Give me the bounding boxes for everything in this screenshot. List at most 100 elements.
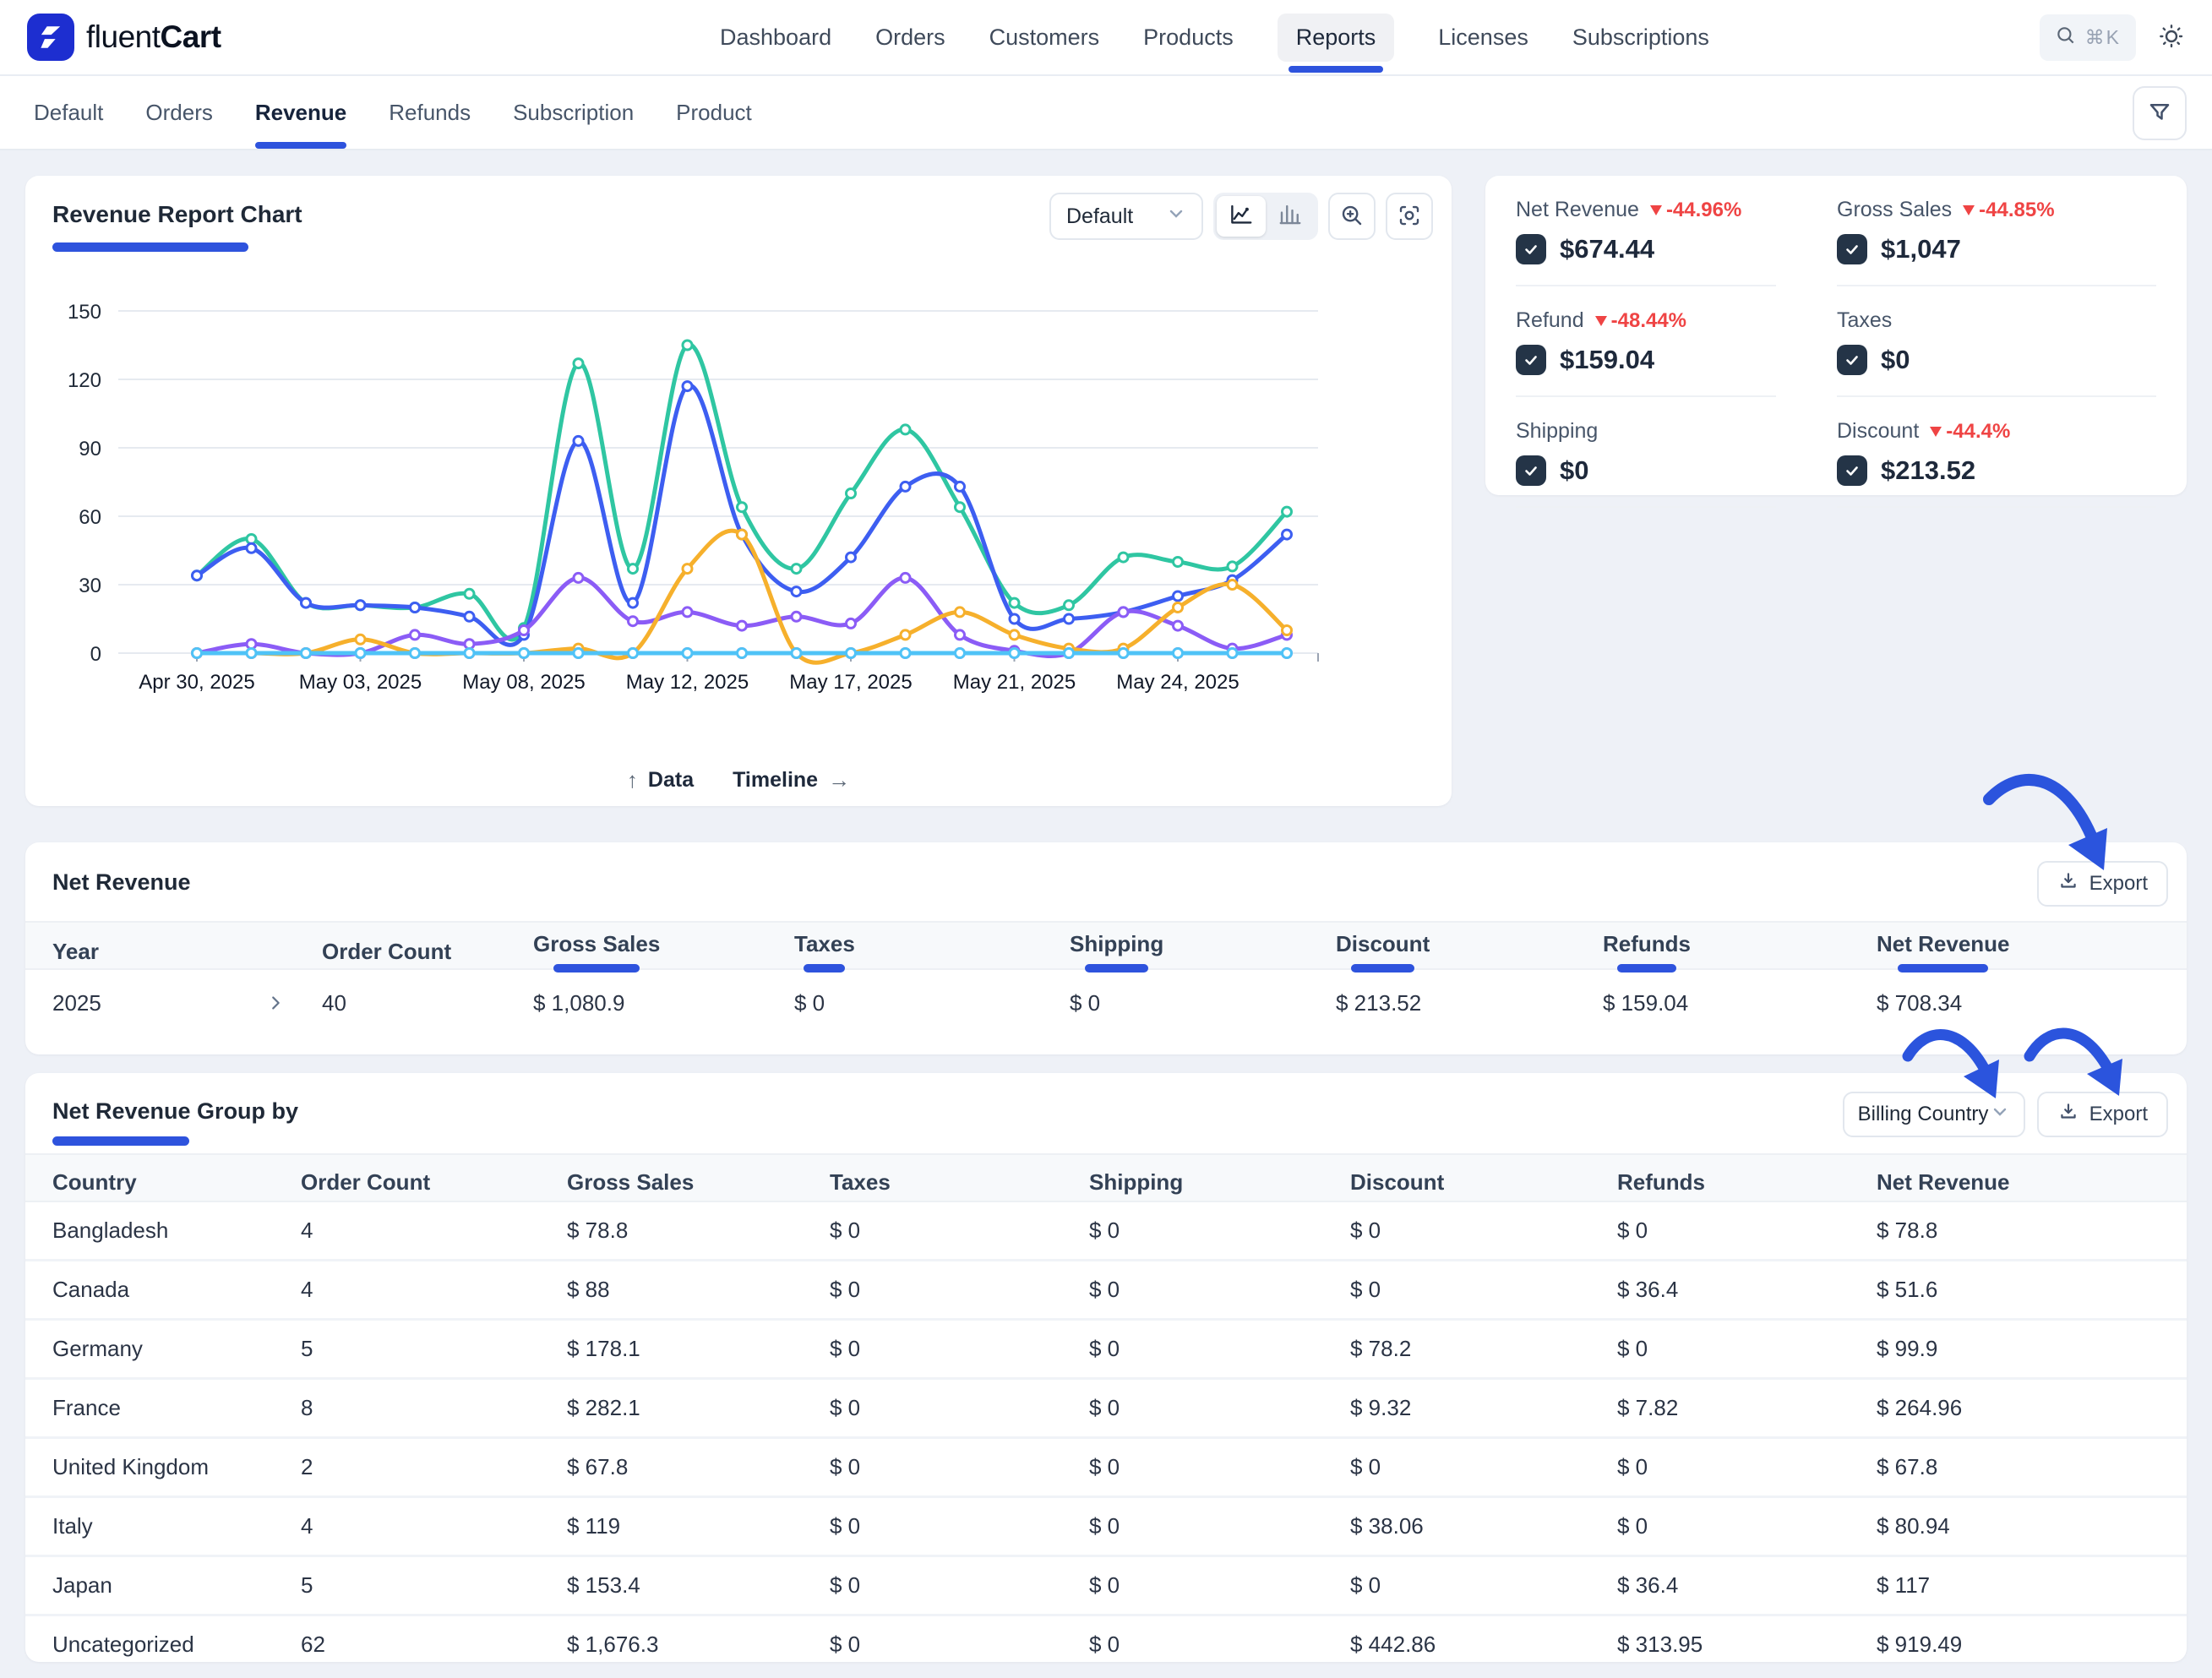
column-header-net-revenue: Net Revenue <box>1877 1161 2160 1196</box>
column-header-shipping: Shipping <box>1070 923 1336 972</box>
nav-item-customers[interactable]: Customers <box>989 14 1100 62</box>
stat-delta: -44.4% <box>1929 420 2010 444</box>
line-chart-toggle[interactable] <box>1217 196 1266 237</box>
tab-refunds[interactable]: Refunds <box>389 76 471 149</box>
bar-chart-toggle[interactable] <box>1266 196 1315 237</box>
cell: 40 <box>322 990 533 1016</box>
cell: $ 9.32 <box>1350 1395 1617 1421</box>
chart-title-underline <box>52 242 248 252</box>
svg-text:30: 30 <box>79 575 101 597</box>
group-export-button[interactable]: Export <box>2037 1092 2168 1137</box>
stat-checkbox-net-revenue[interactable] <box>1516 234 1546 264</box>
stat-checkbox-discount[interactable] <box>1837 455 1867 486</box>
billing-country-select-value: Billing Country <box>1858 1103 1989 1126</box>
cell: $ 78.8 <box>567 1218 830 1244</box>
tab-subscription[interactable]: Subscription <box>513 76 634 149</box>
arrow-up-icon: ↑ <box>627 767 638 793</box>
cell: $ 0 <box>1089 1513 1350 1539</box>
cell: $ 67.8 <box>1877 1454 2160 1480</box>
chart-focus-button[interactable] <box>1386 193 1433 240</box>
theme-toggle-button[interactable] <box>2158 23 2185 52</box>
cell: $ 159.04 <box>1603 990 1877 1016</box>
chart-zoom-button[interactable] <box>1328 193 1376 240</box>
triangle-down-icon <box>1962 204 1975 216</box>
cell: $ 313.95 <box>1617 1632 1877 1658</box>
tab-orders[interactable]: Orders <box>145 76 212 149</box>
billing-country-select[interactable]: Billing Country <box>1843 1092 2025 1137</box>
nav-item-products[interactable]: Products <box>1143 14 1234 62</box>
chart-range-select-value: Default <box>1066 204 1133 229</box>
svg-text:0: 0 <box>90 643 101 666</box>
stat-checkbox-shipping[interactable] <box>1516 455 1546 486</box>
stat-checkbox-gross-sales[interactable] <box>1837 234 1867 264</box>
net-revenue-table-card: Net Revenue Export YearOrder CountGross … <box>25 842 2187 1054</box>
cell: $ 0 <box>830 1395 1089 1421</box>
stat-value: $159.04 <box>1560 345 1654 375</box>
stat-delta: -44.85% <box>1962 199 2054 222</box>
cell: $ 99.9 <box>1877 1336 2160 1362</box>
column-header-discount: Discount <box>1336 923 1603 972</box>
net-revenue-export-button[interactable]: Export <box>2037 861 2168 907</box>
download-icon <box>2057 1101 2079 1129</box>
table-row-canada: Canada4$ 88$ 0$ 0$ 0$ 36.4$ 51.6 <box>25 1261 2187 1321</box>
nav-item-subscriptions[interactable]: Subscriptions <box>1572 14 1709 62</box>
nav-item-reports[interactable]: Reports <box>1278 14 1395 62</box>
svg-text:May 17, 2025: May 17, 2025 <box>789 671 912 694</box>
tab-product[interactable]: Product <box>676 76 752 149</box>
stat-label: Taxes <box>1837 308 1892 333</box>
cell: $ 0 <box>830 1277 1089 1303</box>
cell: $ 0 <box>1350 1572 1617 1599</box>
chart-data-link[interactable]: ↑ Data <box>627 767 694 793</box>
cell: $ 78.8 <box>1877 1218 2160 1244</box>
expand-row-chevron-icon[interactable] <box>266 994 285 1012</box>
svg-text:Apr 30, 2025: Apr 30, 2025 <box>139 671 254 694</box>
cell: $ 0 <box>1089 1277 1350 1303</box>
column-header-taxes: Taxes <box>794 923 1070 972</box>
cell: $ 0 <box>830 1513 1089 1539</box>
column-header-gross-sales: Gross Sales <box>567 1161 830 1196</box>
group-title-underline <box>52 1136 189 1146</box>
cell: $ 0 <box>1089 1395 1350 1421</box>
stat-value: $674.44 <box>1560 234 1654 264</box>
revenue-line-chart[interactable]: 0306090120150Apr 30, 2025May 03, 2025May… <box>42 286 1436 725</box>
stat-checkbox-refund[interactable] <box>1516 345 1546 375</box>
nav-item-dashboard[interactable]: Dashboard <box>720 14 831 62</box>
cell: $ 51.6 <box>1877 1277 2160 1303</box>
cell: Japan <box>52 1572 301 1599</box>
svg-text:May 08, 2025: May 08, 2025 <box>462 671 585 694</box>
nav-item-orders[interactable]: Orders <box>875 14 945 62</box>
bar-chart-icon <box>1278 202 1303 232</box>
fluentcart-logo-icon <box>27 14 74 61</box>
stat-refund: Refund -48.44% $159.04 <box>1516 286 1776 397</box>
filter-button[interactable] <box>2133 86 2187 140</box>
search-button[interactable]: ⌘K <box>2040 14 2136 61</box>
tab-default[interactable]: Default <box>34 76 103 149</box>
zoom-in-icon <box>1339 203 1365 231</box>
svg-text:May 12, 2025: May 12, 2025 <box>626 671 749 694</box>
stat-checkbox-taxes[interactable] <box>1837 345 1867 375</box>
cell: $ 0 <box>830 1218 1089 1244</box>
chart-timeline-link[interactable]: Timeline → <box>733 767 850 793</box>
cell: United Kingdom <box>52 1454 301 1480</box>
check-icon <box>1844 352 1861 368</box>
column-header-order-count: Order Count <box>301 1161 567 1196</box>
table-row-france: France8$ 282.1$ 0$ 0$ 9.32$ 7.82$ 264.96 <box>25 1380 2187 1439</box>
cell: $ 0 <box>1617 1336 1877 1362</box>
cell: Bangladesh <box>52 1218 301 1244</box>
chart-range-select[interactable]: Default <box>1049 193 1203 240</box>
cell: $ 0 <box>1350 1277 1617 1303</box>
cell: 4 <box>301 1277 567 1303</box>
check-icon <box>1523 352 1539 368</box>
cell: $ 117 <box>1877 1572 2160 1599</box>
stat-label: Gross Sales <box>1837 198 1952 222</box>
cell: $ 78.2 <box>1350 1336 1617 1362</box>
cell: $ 0 <box>830 1336 1089 1362</box>
cell: $ 264.96 <box>1877 1395 2160 1421</box>
cell: $ 0 <box>1617 1454 1877 1480</box>
nav-item-licenses[interactable]: Licenses <box>1438 14 1528 62</box>
series-refunds <box>193 530 1292 662</box>
check-icon <box>1523 242 1539 257</box>
cell: $ 919.49 <box>1877 1632 2160 1658</box>
tab-revenue[interactable]: Revenue <box>255 76 346 149</box>
brand-logo[interactable]: fluentCart <box>27 14 221 61</box>
